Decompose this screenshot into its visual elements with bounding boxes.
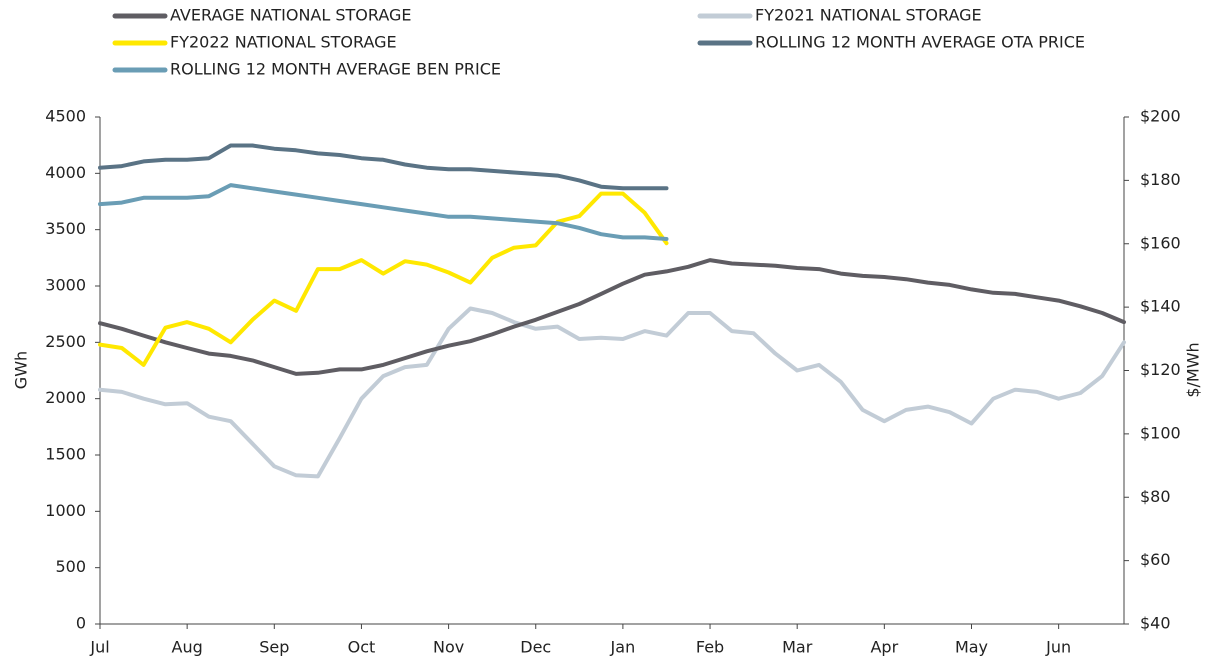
y-tick-label: 0 (76, 614, 86, 633)
y2-tick-label: $200 (1140, 107, 1181, 126)
y-tick-label: 3000 (45, 276, 86, 295)
legend-label: FY2021 NATIONAL STORAGE (755, 6, 982, 25)
series-line (98, 183, 669, 241)
y2-tick-label: $160 (1140, 233, 1181, 252)
x-tick-label: May (955, 638, 988, 657)
series-line (98, 306, 1126, 479)
x-tick-label: Jun (1045, 638, 1071, 657)
legend-label: ROLLING 12 MONTH AVERAGE BEN PRICE (170, 60, 501, 79)
series-line (98, 143, 669, 191)
y2-tick-label: $80 (1140, 487, 1171, 506)
series-line (98, 258, 1126, 376)
y2-tick-label: $40 (1140, 614, 1171, 633)
legend-label: FY2022 NATIONAL STORAGE (170, 33, 397, 52)
x-tick-label: Dec (520, 638, 551, 657)
y2-tick-label: $140 (1140, 297, 1181, 316)
y-tick-label: 2000 (45, 388, 86, 407)
x-tick-label: Sep (259, 638, 289, 657)
legend-label: ROLLING 12 MONTH AVERAGE OTA PRICE (755, 33, 1085, 52)
x-tick-label: Jan (610, 638, 636, 657)
y-tick-label: 1000 (45, 501, 86, 520)
x-tick-label: Nov (433, 638, 464, 657)
y-tick-label: 4500 (45, 107, 86, 126)
y2-tick-label: $60 (1140, 550, 1171, 569)
y2-tick-label: $100 (1140, 423, 1181, 442)
y-tick-label: 4000 (45, 163, 86, 182)
x-tick-label: Feb (696, 638, 724, 657)
x-tick-label: Mar (782, 638, 813, 657)
y2-tick-label: $120 (1140, 360, 1181, 379)
y-tick-label: 500 (55, 557, 86, 576)
x-tick-label: Jul (89, 638, 109, 657)
x-tick-label: Oct (348, 638, 376, 657)
y-tick-label: 2500 (45, 332, 86, 351)
y-tick-label: 3500 (45, 219, 86, 238)
legend-label: AVERAGE NATIONAL STORAGE (170, 6, 412, 25)
y2-tick-label: $180 (1140, 170, 1181, 189)
y-axis-label: GWh (12, 351, 31, 389)
y2-axis-label: $/MWh (1184, 342, 1203, 397)
y-tick-label: 1500 (45, 445, 86, 464)
series-line (98, 191, 669, 367)
x-tick-label: Apr (870, 638, 898, 657)
x-tick-label: Aug (172, 638, 203, 657)
